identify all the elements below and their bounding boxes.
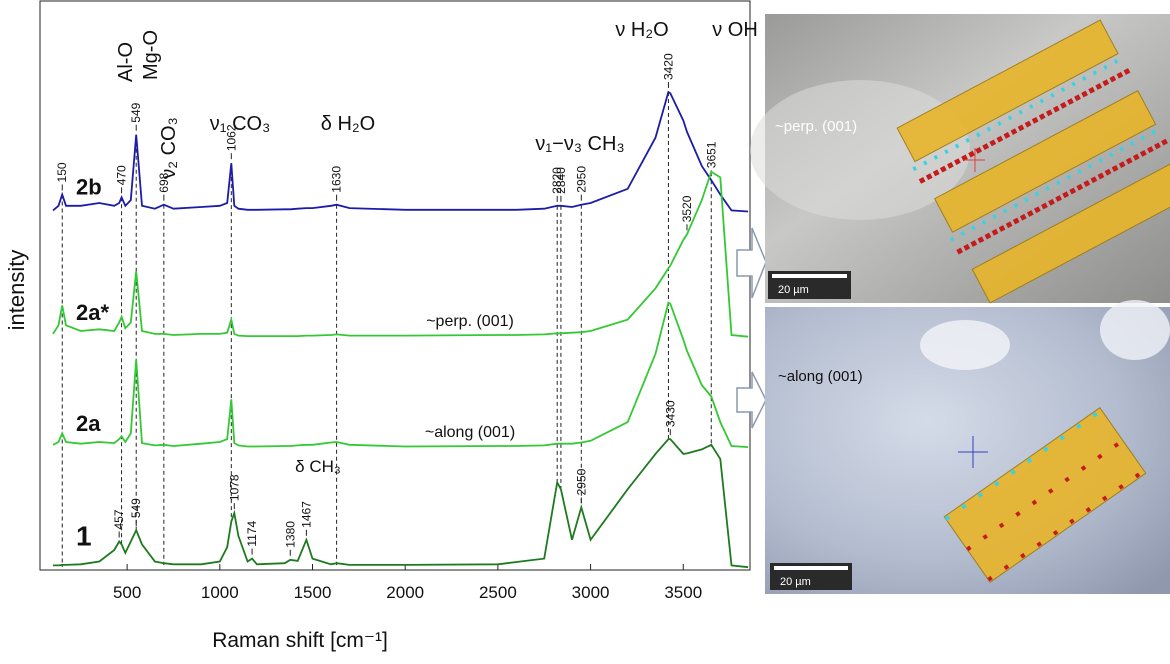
- band-annotation: ν₂ CO₃: [158, 117, 180, 178]
- spectrum: [53, 438, 749, 569]
- series-label: 2b: [76, 174, 102, 199]
- peak-label: 1062: [224, 124, 238, 151]
- x-tick-label: 2000: [386, 583, 424, 602]
- micrograph-bottom: 20 µm ~along (001): [765, 300, 1170, 594]
- band-annotation: ~perp. (001): [426, 313, 514, 330]
- band-annotation: ν H₂O: [615, 19, 668, 41]
- spectrum: [52, 301, 749, 448]
- peak-label: 549: [129, 102, 143, 122]
- peak-label: 2950: [574, 166, 588, 193]
- band-annotation: δ H₂O: [321, 113, 375, 135]
- peak-label: 2820: [550, 167, 564, 194]
- peak-label: 470: [115, 165, 129, 185]
- series-label: 2a*: [76, 300, 109, 325]
- band-annotation: ν₁ CO₃: [210, 113, 270, 135]
- peak-label: 150: [55, 162, 69, 182]
- peak-label: 1174: [245, 520, 259, 546]
- x-tick-label: 1000: [201, 583, 239, 602]
- micrograph-top: 20 µm ~perp. (001): [750, 14, 1170, 304]
- spectrum: [52, 170, 749, 338]
- y-axis-title: intensity: [4, 250, 29, 331]
- scale-bar-label: 20 µm: [778, 284, 809, 296]
- peak-label: 1380: [283, 521, 297, 548]
- x-tick-label: 1500: [294, 583, 332, 602]
- image-label: ~along (001): [778, 368, 863, 385]
- x-tick-label: 500: [113, 583, 141, 602]
- peak-label: 1467: [299, 501, 313, 528]
- band-annotation: ~along (001): [425, 424, 515, 441]
- peak-label: 1630: [330, 166, 344, 193]
- peak-label: 457: [112, 509, 126, 529]
- connector-arrows: [736, 227, 767, 429]
- image-label: ~perp. (001): [775, 118, 857, 135]
- peak-label: 2840: [554, 167, 568, 194]
- scale-bar-label: 20 µm: [780, 576, 811, 588]
- peak-label: 3651: [704, 141, 718, 168]
- peak-label: 549: [129, 498, 143, 518]
- band-annotation: ν OH: [712, 19, 758, 41]
- x-tick-label: 3500: [664, 583, 702, 602]
- peak-label: 698: [157, 172, 171, 192]
- peak-label: 2950: [574, 468, 588, 495]
- plot-frame: [39, 0, 751, 571]
- x-axis-title: Raman shift [cm⁻¹]: [212, 629, 388, 652]
- peak-label: 3430: [663, 400, 677, 427]
- series-label: 2a: [76, 411, 101, 436]
- band-annotation: Al-O: [115, 42, 137, 82]
- peak-label: 3520: [680, 195, 694, 222]
- x-tick-label: 3000: [572, 583, 610, 602]
- peak-label: 3420: [661, 53, 675, 80]
- spectrum: [52, 90, 749, 213]
- series-label: 1: [76, 520, 92, 551]
- band-annotation: Mg-O: [140, 30, 162, 80]
- x-tick-label: 2500: [479, 583, 517, 602]
- band-annotation: δ CH₃: [295, 457, 341, 476]
- band-annotation: ν₁−ν₃ CH₃: [535, 133, 624, 155]
- peak-label: 1078: [227, 474, 241, 501]
